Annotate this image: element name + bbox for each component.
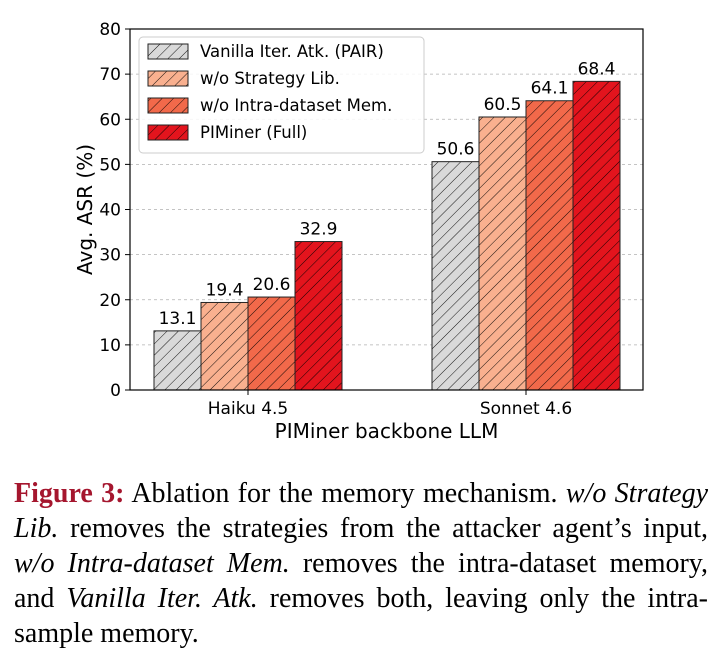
- bar-hatch: [294, 241, 343, 391]
- bar-hatch: [247, 296, 296, 391]
- data-label: 13.1: [159, 309, 197, 329]
- caption-text-1: Ablation for the memory mechanism.: [124, 478, 566, 509]
- bar-hatch: [478, 116, 527, 391]
- legend-label: PIMiner (Full): [200, 123, 307, 142]
- x-axis: Haiku 4.5 Sonnet 4.6: [208, 390, 572, 419]
- legend-swatch-hatch: [147, 43, 189, 60]
- caption-text-2: removes the strategies from the attacker…: [58, 513, 708, 544]
- legend-swatch-hatch: [147, 124, 189, 141]
- x-tick-label: Haiku 4.5: [208, 399, 288, 419]
- x-axis-title: PIMiner backbone LLM: [275, 419, 499, 443]
- y-tick-label: 80: [99, 20, 121, 40]
- legend-box: [138, 36, 425, 154]
- y-axis: 0 10 20 30 40 50 60 70 80: [99, 20, 130, 401]
- figure-caption: Figure 3: Ablation for the memory mechan…: [14, 476, 708, 651]
- y-tick-label: 20: [99, 291, 121, 311]
- caption-italic-1: w/o Strategy Lib.: [14, 478, 708, 544]
- bar-hatch: [431, 161, 480, 391]
- caption-italic-2: w/o Intra-dataset Mem.: [14, 548, 290, 579]
- y-tick-label: 30: [99, 246, 121, 266]
- figure-label: Figure 3:: [14, 478, 125, 509]
- x-tick-label: Sonnet 4.6: [480, 399, 572, 419]
- bar-hatch: [525, 100, 574, 391]
- y-tick-label: 10: [99, 336, 121, 356]
- caption-text-4: removes both, leaving only the intra-sam…: [14, 583, 709, 649]
- data-label: 50.6: [437, 140, 475, 160]
- y-tick-label: 0: [110, 381, 121, 401]
- y-tick-label: 70: [99, 65, 121, 85]
- bar-hatch: [153, 330, 202, 391]
- y-tick-label: 40: [99, 201, 121, 221]
- data-labels: 13.1 19.4 20.6 32.9 50.6 60.5 64.1 68.4: [159, 59, 616, 329]
- data-label: 64.1: [531, 79, 569, 99]
- y-tick-label: 60: [99, 110, 121, 130]
- legend-swatch-hatch: [147, 97, 189, 114]
- data-label: 32.9: [300, 220, 338, 240]
- legend: Vanilla Iter. Atk. (PAIR) w/o Strategy Li…: [138, 36, 425, 154]
- y-axis-title: Avg. ASR (%): [73, 144, 97, 275]
- legend-label: Vanilla Iter. Atk. (PAIR): [200, 42, 384, 61]
- legend-label: w/o Intra-dataset Mem.: [200, 96, 392, 115]
- bars: [153, 80, 621, 391]
- data-label: 20.6: [253, 275, 291, 295]
- caption-italic-3: Vanilla Iter. Atk.: [66, 583, 258, 614]
- bar-hatch: [200, 301, 249, 391]
- data-label: 60.5: [484, 95, 522, 115]
- y-tick-label: 50: [99, 155, 121, 175]
- data-label: 68.4: [578, 59, 616, 79]
- bar-hatch: [572, 80, 621, 391]
- legend-label: w/o Strategy Lib.: [200, 69, 340, 88]
- data-label: 19.4: [206, 280, 244, 300]
- chart: 13.1 19.4 20.6 32.9 50.6 60.5 64.1 68.4 0 10 20 30…: [73, 20, 644, 443]
- caption-text-3: removes the intra-dataset memory, and: [14, 548, 708, 614]
- legend-swatch-hatch: [147, 70, 189, 87]
